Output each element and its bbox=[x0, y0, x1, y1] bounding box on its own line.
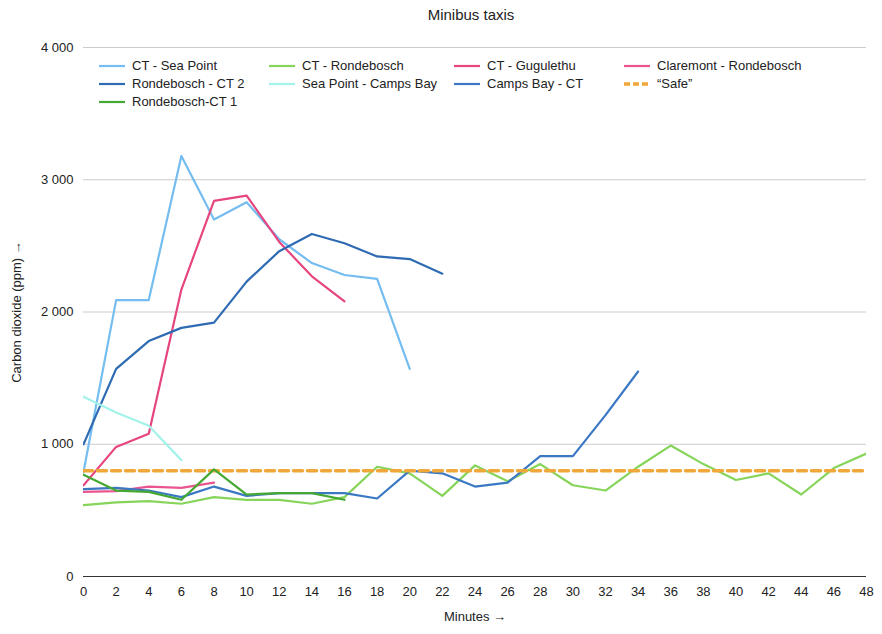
svg-text:22: 22 bbox=[435, 584, 449, 599]
svg-text:6: 6 bbox=[178, 584, 185, 599]
svg-text:16: 16 bbox=[337, 584, 351, 599]
html-text:CT - Sea Point: CT - Sea Point bbox=[132, 58, 217, 73]
svg-text:14: 14 bbox=[305, 584, 319, 599]
svg-text:42: 42 bbox=[761, 584, 775, 599]
svg-text:48: 48 bbox=[859, 584, 873, 599]
svg-text:40: 40 bbox=[729, 584, 743, 599]
html-text:Rondebosch - CT 2: Rondebosch - CT 2 bbox=[132, 76, 245, 91]
svg-text:28: 28 bbox=[533, 584, 547, 599]
svg-text:4: 4 bbox=[145, 584, 152, 599]
html-text:CT - Gugulethu: CT - Gugulethu bbox=[487, 58, 576, 73]
svg-text:26: 26 bbox=[500, 584, 514, 599]
svg-text:38: 38 bbox=[696, 584, 710, 599]
html-text:Rondebosch-CT 1: Rondebosch-CT 1 bbox=[132, 94, 238, 109]
svg-text:8: 8 bbox=[210, 584, 217, 599]
svg-text:0: 0 bbox=[66, 569, 73, 584]
svg-text:34: 34 bbox=[631, 584, 645, 599]
svg-text:Minutes →: Minutes → bbox=[444, 609, 506, 624]
html-text:Minibus taxis: Minibus taxis bbox=[427, 6, 515, 23]
svg-text:2: 2 bbox=[113, 584, 120, 599]
html-text:Camps Bay - CT: Camps Bay - CT bbox=[487, 76, 584, 91]
svg-text:4 000: 4 000 bbox=[41, 40, 74, 55]
html-text:Sea Point - Camps Bay: Sea Point - Camps Bay bbox=[302, 76, 438, 91]
svg-text:36: 36 bbox=[664, 584, 678, 599]
svg-text:24: 24 bbox=[468, 584, 482, 599]
svg-text:2 000: 2 000 bbox=[41, 304, 74, 319]
svg-text:18: 18 bbox=[370, 584, 384, 599]
svg-text:30: 30 bbox=[566, 584, 580, 599]
svg-text:10: 10 bbox=[239, 584, 253, 599]
svg-text:1 000: 1 000 bbox=[41, 436, 74, 451]
svg-text:46: 46 bbox=[827, 584, 841, 599]
svg-text:20: 20 bbox=[403, 584, 417, 599]
svg-text:44: 44 bbox=[794, 584, 808, 599]
svg-text:3 000: 3 000 bbox=[41, 172, 74, 187]
html-text:Claremont - Rondebosch: Claremont - Rondebosch bbox=[657, 58, 802, 73]
svg-text:32: 32 bbox=[598, 584, 612, 599]
svg-text:Carbon dioxide (ppm) →: Carbon dioxide (ppm) → bbox=[9, 241, 24, 383]
svg-text:12: 12 bbox=[272, 584, 286, 599]
html-text:“Safe”: “Safe” bbox=[657, 76, 693, 91]
html-text:CT - Rondebosch: CT - Rondebosch bbox=[302, 58, 404, 73]
svg-text:0: 0 bbox=[80, 584, 87, 599]
